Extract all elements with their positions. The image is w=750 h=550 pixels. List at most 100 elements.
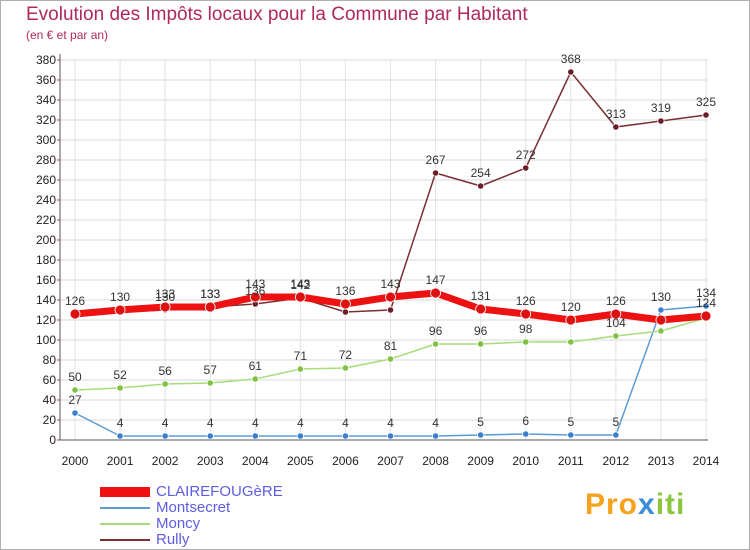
data-label-moncy: 96 — [429, 324, 443, 338]
data-label-clairefoug-re: 143 — [380, 277, 400, 291]
data-label-montsecret: 4 — [297, 416, 304, 430]
legend-item-clairefougere: CLAIREFOUGèRE — [100, 484, 283, 500]
data-point-clairefoug-re — [115, 305, 125, 315]
data-point-clairefoug-re — [70, 309, 80, 319]
data-label-moncy: 61 — [249, 359, 263, 373]
data-point-montsecret — [387, 433, 393, 439]
legend-label-clairefougere: CLAIREFOUGèRE — [156, 483, 283, 500]
data-point-clairefoug-re — [521, 309, 531, 319]
y-tick-label: 100 — [36, 333, 56, 347]
data-point-clairefoug-re — [656, 315, 666, 325]
y-tick-label: 80 — [43, 353, 57, 367]
data-label-clairefoug-re: 126 — [65, 294, 85, 308]
data-point-montsecret — [477, 432, 483, 438]
legend-swatch-montsecret — [100, 507, 150, 509]
data-label-montsecret: 4 — [252, 416, 259, 430]
x-tick-label: 2009 — [467, 454, 494, 468]
data-point-montsecret — [207, 433, 213, 439]
legend-item-moncy: Moncy — [100, 516, 283, 532]
data-point-montsecret — [658, 307, 664, 313]
data-point-rully — [342, 309, 348, 315]
data-label-clairefoug-re: 147 — [426, 273, 446, 287]
logo-part-1: Pro — [585, 488, 638, 521]
data-label-rully: 313 — [606, 107, 626, 121]
data-point-montsecret — [252, 433, 258, 439]
data-label-rully: 267 — [426, 153, 446, 167]
data-point-moncy — [387, 356, 393, 362]
x-tick-label: 2001 — [107, 454, 134, 468]
y-tick-label: 320 — [36, 113, 56, 127]
data-label-rully: 272 — [516, 148, 536, 162]
data-point-clairefoug-re — [431, 288, 441, 298]
y-tick-label: 0 — [49, 433, 56, 447]
y-tick-label: 200 — [36, 233, 56, 247]
data-point-rully — [387, 307, 393, 313]
legend-item-rully: Rully — [100, 532, 283, 548]
legend-label-montsecret: Montsecret — [156, 499, 230, 516]
x-tick-label: 2014 — [693, 454, 720, 468]
x-tick-label: 2005 — [287, 454, 314, 468]
data-label-clairefoug-re: 124 — [696, 296, 716, 310]
data-point-montsecret — [613, 432, 619, 438]
data-label-montsecret: 6 — [522, 414, 529, 428]
data-point-rully — [523, 165, 529, 171]
chart-plot: 0204060801001201401601802002202402602803… — [0, 0, 750, 550]
logo-part-2: x — [638, 488, 656, 521]
data-label-rully: 325 — [696, 95, 716, 109]
data-point-rully — [477, 183, 483, 189]
x-tick-label: 2007 — [377, 454, 404, 468]
data-point-moncy — [117, 385, 123, 391]
data-point-montsecret — [342, 433, 348, 439]
legend-item-montsecret: Montsecret — [100, 500, 283, 516]
data-label-moncy: 81 — [384, 339, 398, 353]
data-label-moncy: 104 — [606, 316, 626, 330]
y-tick-label: 40 — [43, 393, 57, 407]
data-point-clairefoug-re — [340, 299, 350, 309]
data-label-clairefoug-re: 120 — [561, 300, 581, 314]
data-point-montsecret — [432, 433, 438, 439]
data-point-montsecret — [523, 431, 529, 437]
data-label-moncy: 96 — [474, 324, 488, 338]
y-tick-label: 220 — [36, 213, 56, 227]
data-point-montsecret — [297, 433, 303, 439]
x-tick-label: 2012 — [603, 454, 630, 468]
data-point-clairefoug-re — [566, 315, 576, 325]
data-label-rully: 254 — [471, 166, 491, 180]
data-point-clairefoug-re — [701, 311, 711, 321]
data-label-montsecret: 130 — [651, 290, 671, 304]
y-tick-label: 20 — [43, 413, 57, 427]
data-label-montsecret: 4 — [162, 416, 169, 430]
data-label-clairefoug-re: 143 — [245, 277, 265, 291]
data-point-moncy — [477, 341, 483, 347]
data-label-montsecret: 4 — [207, 416, 214, 430]
data-label-moncy: 57 — [204, 363, 218, 377]
data-label-moncy: 98 — [519, 322, 533, 336]
data-label-moncy: 52 — [113, 368, 127, 382]
data-point-moncy — [342, 365, 348, 371]
data-label-clairefoug-re: 126 — [606, 294, 626, 308]
data-point-clairefoug-re — [295, 292, 305, 302]
data-label-montsecret: 4 — [117, 416, 124, 430]
data-point-moncy — [658, 328, 664, 334]
data-point-moncy — [297, 366, 303, 372]
x-tick-label: 2004 — [242, 454, 269, 468]
data-label-montsecret: 4 — [387, 416, 394, 430]
x-tick-label: 2008 — [422, 454, 449, 468]
y-tick-label: 380 — [36, 53, 56, 67]
data-label-moncy: 50 — [68, 370, 82, 384]
proxiti-logo: Proxiti — [585, 488, 685, 522]
data-point-rully — [568, 69, 574, 75]
y-tick-label: 280 — [36, 153, 56, 167]
data-label-clairefoug-re: 130 — [110, 290, 130, 304]
data-label-clairefoug-re: 133 — [200, 287, 220, 301]
data-point-rully — [703, 112, 709, 118]
data-point-montsecret — [568, 432, 574, 438]
y-tick-label: 140 — [36, 293, 56, 307]
data-point-clairefoug-re — [386, 292, 396, 302]
data-point-montsecret — [117, 433, 123, 439]
x-tick-label: 2000 — [62, 454, 89, 468]
y-tick-label: 180 — [36, 253, 56, 267]
data-point-rully — [613, 124, 619, 130]
logo-part-3: iti — [656, 488, 686, 521]
legend-label-rully: Rully — [156, 531, 189, 548]
